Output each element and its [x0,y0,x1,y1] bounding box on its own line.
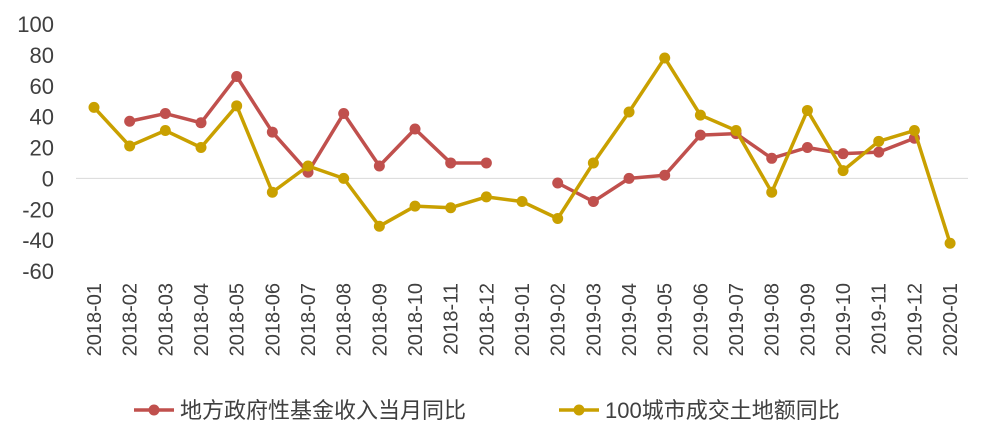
x-tick-label: 2018-09 [369,283,391,356]
data-point [587,157,599,169]
data-point [373,160,385,172]
data-point [409,200,421,212]
series-layer [88,52,956,249]
legend-label: 地方政府性基金收入当月同比 [180,398,466,423]
data-point [480,157,492,169]
legend-item: 地方政府性基金收入当月同比 [134,398,466,423]
y-tick-label: -40 [22,228,54,253]
data-point [159,108,171,120]
x-tick-label: 2019-01 [512,283,534,356]
x-tick-label: 2019-02 [548,283,570,356]
data-point [445,202,457,214]
data-point [694,129,706,141]
data-point [587,196,599,208]
y-tick-label: 0 [42,166,54,191]
data-point [124,140,136,152]
data-point [837,148,849,160]
series-line [556,131,916,204]
data-point [373,220,385,232]
y-tick-label: 40 [30,105,54,130]
x-tick-label: 2019-11 [869,283,891,355]
x-tick-label: 2019-03 [583,283,605,356]
x-tick-label: 2018-08 [334,283,356,356]
data-point [873,146,885,158]
x-tick-label: 2018-07 [298,283,320,356]
series-1 [124,70,920,208]
y-axis: 100 80 60 40 20 0 -20 -40 -60 [17,12,54,284]
data-point [659,52,671,64]
data-point [338,108,350,120]
legend-marker [573,404,585,416]
x-tick-label: 2019-12 [904,283,926,356]
data-point [480,191,492,203]
y-tick-label: 20 [30,136,54,161]
data-point [266,186,278,198]
y-tick-label: 80 [30,43,54,68]
data-point [730,125,742,137]
data-point [552,177,564,189]
data-point [231,100,243,112]
data-point [694,109,706,121]
data-point [195,117,207,129]
series-2 [88,52,956,249]
data-point [159,125,171,137]
series-line [129,74,487,174]
legend-label: 100城市成交土地额同比 [605,398,840,423]
legend: 地方政府性基金收入当月同比 100城市成交土地额同比 [134,398,840,423]
y-tick-label: 100 [17,12,54,37]
data-point [552,213,564,225]
data-point [623,172,635,184]
data-point [231,70,243,82]
data-point [266,126,278,138]
data-point [801,142,813,153]
x-axis: 2018-01 2018-02 2018-03 2018-04 2018-05 2018-… [84,283,962,356]
y-tick-label: 60 [30,74,54,99]
data-point [801,104,813,116]
data-point [124,115,136,127]
x-tick-label: 2019-05 [655,283,677,356]
data-point [944,237,956,249]
x-tick-label: 2018-12 [476,283,498,356]
y-tick-label: -60 [22,259,54,284]
data-point [516,196,528,208]
x-tick-label: 2018-04 [191,283,213,356]
data-point [837,165,849,177]
data-point [873,135,885,147]
data-point [445,157,457,169]
x-tick-label: 2019-09 [797,283,819,356]
data-point [338,172,350,184]
x-tick-label: 2019-08 [762,283,784,356]
x-tick-label: 2018-01 [84,283,106,356]
data-point [659,169,671,181]
legend-item: 100城市成交土地额同比 [559,398,840,423]
data-point [623,106,635,118]
x-tick-label: 2018-11 [441,283,463,355]
data-point [766,152,778,164]
x-tick-label: 2019-10 [833,283,855,356]
data-point [195,142,207,153]
data-point [766,186,778,198]
x-tick-label: 2019-06 [690,283,712,356]
data-point [409,123,421,135]
y-tick-label: -20 [22,197,54,222]
x-tick-label: 2018-03 [155,283,177,356]
legend-marker [148,404,160,416]
x-tick-label: 2019-04 [619,283,641,356]
x-tick-label: 2019-07 [726,283,748,356]
data-point [302,160,314,172]
x-tick-label: 2020-01 [940,283,962,356]
x-tick-label: 2018-02 [120,283,142,356]
data-point [908,125,920,137]
x-tick-label: 2018-10 [405,283,427,356]
x-tick-label: 2018-05 [227,283,249,356]
x-tick-label: 2018-06 [262,283,284,356]
data-point [88,101,100,113]
